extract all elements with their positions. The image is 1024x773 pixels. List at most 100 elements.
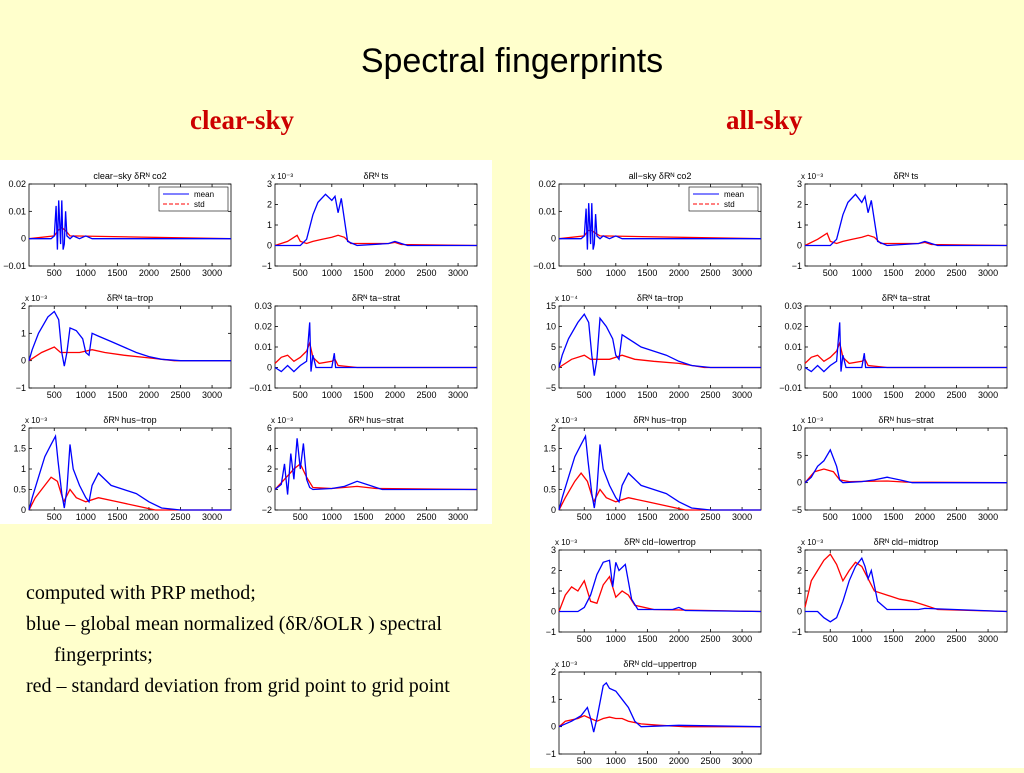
chart-title: δRᴺ cld−midtrop — [874, 537, 939, 547]
y-tick-label: 0.01 — [8, 206, 26, 216]
chart-title: δRᴺ ts — [894, 171, 919, 181]
x-tick-label: 500 — [577, 268, 592, 278]
axis-multiplier: x 10⁻³ — [25, 416, 47, 425]
x-tick-label: 2000 — [669, 634, 689, 644]
axes-frame — [28, 305, 232, 389]
x-tick-label: 3000 — [202, 512, 222, 522]
x-tick-label: 2000 — [385, 268, 405, 278]
x-tick-label: 1500 — [883, 268, 903, 278]
x-tick-label: 1000 — [322, 268, 342, 278]
y-tick-label: 3 — [797, 179, 802, 189]
chart-cs-ta-strat: δRᴺ ta−strat 500 1000 1500 2000 2500 3000 −0.01… — [249, 293, 478, 400]
x-tick-label: 1500 — [107, 390, 127, 400]
x-tick-label: 3000 — [448, 268, 468, 278]
x-tick-label: 2500 — [946, 512, 966, 522]
y-tick-label: 1 — [267, 220, 272, 230]
x-tick-label: 2500 — [946, 634, 966, 644]
x-tick-label: 2000 — [385, 512, 405, 522]
x-tick-label: 2500 — [416, 268, 436, 278]
y-tick-label: 5 — [797, 450, 802, 460]
series-mean-line — [559, 559, 762, 613]
y-tick-label: −1 — [16, 383, 26, 393]
y-tick-label: 0 — [267, 363, 272, 373]
y-tick-label: 0 — [797, 478, 802, 488]
axes-frame — [804, 427, 1008, 511]
x-tick-label: 1000 — [852, 634, 872, 644]
x-tick-label: 3000 — [978, 390, 998, 400]
y-tick-label: −1 — [546, 627, 556, 637]
x-tick-label: 2500 — [416, 512, 436, 522]
legend-box — [688, 186, 759, 212]
method-notes: computed with PRP method; blue – global … — [26, 578, 506, 702]
y-tick-label: −0.01 — [533, 261, 556, 271]
series-mean-line — [558, 313, 761, 376]
x-tick-label: 3000 — [732, 756, 752, 766]
y-tick-label: 1.5 — [13, 444, 26, 454]
chart-title: δRᴺ hus−trop — [633, 415, 686, 425]
y-tick-label: 0 — [551, 722, 556, 732]
axis-multiplier: x 10⁻³ — [801, 538, 823, 547]
x-tick-label: 3000 — [732, 390, 752, 400]
chart-title: δRᴺ hus−trop — [103, 415, 156, 425]
series-mean-line — [559, 203, 761, 250]
x-tick-label: 2000 — [669, 390, 689, 400]
series-mean-line — [28, 434, 231, 511]
y-tick-label: −1 — [262, 261, 272, 271]
chart-as-cld-midtrop: δRᴺ cld−midtrop x 10⁻³ 500 1000 1500 2000 2500… — [792, 537, 1008, 644]
x-tick-label: 1500 — [883, 512, 903, 522]
y-tick-label: 0.01 — [254, 342, 272, 352]
y-tick-label: 2 — [267, 200, 272, 210]
y-tick-label: 10 — [792, 423, 802, 433]
clear-sky-header: clear-sky — [190, 105, 294, 135]
series-mean-line — [804, 322, 1007, 373]
chart-as-ta-strat: δRᴺ ta−strat 500 1000 1500 2000 2500 3000 −0.01… — [779, 293, 1008, 400]
x-tick-label: 1000 — [76, 268, 96, 278]
x-tick-label: 1000 — [852, 390, 872, 400]
chart-as-cld-lowertrop: δRᴺ cld−lowertrop x 10⁻³ 500 1000 1500 2000 25… — [546, 537, 762, 644]
x-tick-label: 500 — [823, 390, 838, 400]
x-tick-label: 2500 — [170, 268, 190, 278]
series-std-line — [804, 340, 1007, 369]
x-tick-label: 2000 — [139, 390, 159, 400]
x-tick-label: 500 — [577, 634, 592, 644]
y-tick-label: −1 — [792, 261, 802, 271]
x-tick-label: 2500 — [946, 390, 966, 400]
x-tick-label: 2500 — [170, 512, 190, 522]
x-tick-label: 1500 — [107, 268, 127, 278]
axis-multiplier: x 10⁻³ — [555, 538, 577, 547]
note-line: blue – global mean normalized (δR/δOLR )… — [26, 613, 442, 666]
y-tick-label: 4 — [267, 444, 272, 454]
all-sky-header: all-sky — [726, 105, 803, 135]
chart-title: δRᴺ ta−trop — [637, 293, 683, 303]
y-tick-label: 0.03 — [784, 301, 802, 311]
x-tick-label: 3000 — [448, 390, 468, 400]
y-tick-label: −1 — [792, 627, 802, 637]
chart-as-ts: δRᴺ ts x 10⁻³ 500 1000 1500 2000 2500 3000 −1 0 1 2… — [792, 171, 1008, 278]
y-tick-label: 1 — [21, 328, 26, 338]
axis-multiplier: x 10⁻³ — [555, 660, 577, 669]
x-tick-label: 3000 — [978, 634, 998, 644]
y-tick-label: 2 — [551, 566, 556, 576]
chart-title: δRᴺ ta−trop — [107, 293, 153, 303]
x-tick-label: 3000 — [202, 268, 222, 278]
x-tick-label: 1000 — [322, 512, 342, 522]
axis-multiplier: x 10⁻³ — [555, 416, 577, 425]
x-tick-label: 1000 — [852, 512, 872, 522]
x-tick-label: 500 — [823, 512, 838, 522]
chart-title: δRᴺ ta−strat — [352, 293, 401, 303]
x-tick-label: 1000 — [606, 390, 626, 400]
y-tick-label: 0 — [797, 241, 802, 251]
y-tick-label: 0 — [21, 505, 26, 515]
x-tick-label: 2500 — [700, 390, 720, 400]
y-tick-label: 0 — [267, 241, 272, 251]
y-tick-label: 2 — [797, 200, 802, 210]
series-mean-line — [29, 200, 231, 250]
legend-mean-label: mean — [194, 190, 214, 199]
y-tick-label: 0.5 — [543, 485, 556, 495]
x-tick-label: 1000 — [606, 268, 626, 278]
x-tick-label: 1000 — [852, 268, 872, 278]
y-tick-label: 0.02 — [254, 322, 272, 332]
x-tick-label: 3000 — [732, 512, 752, 522]
legend-std-label: std — [724, 200, 735, 209]
